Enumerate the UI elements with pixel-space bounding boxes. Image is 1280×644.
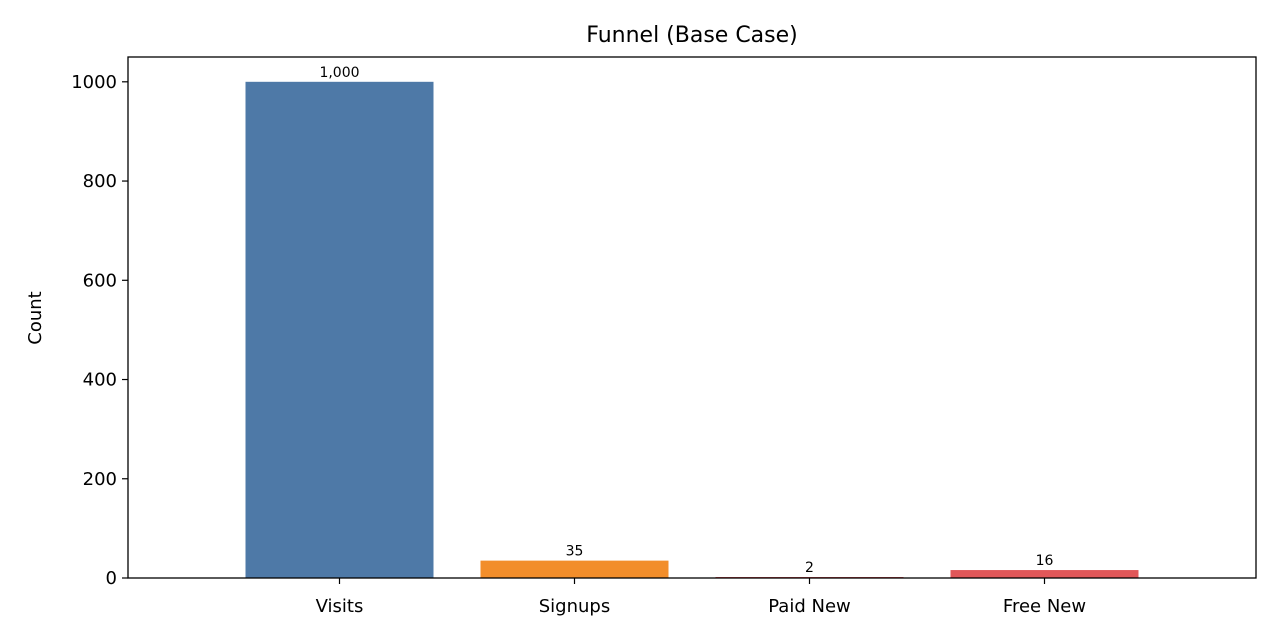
x-tick-label-signups: Signups (539, 596, 610, 617)
plot-frame (127, 56, 1257, 579)
data-label-free-new: 16 (1036, 553, 1054, 569)
data-labels-layer: 1,000 35 2 16 (319, 65, 1053, 576)
ticks-layer: Visits Signups Paid New Free New 0 200 400 600 8… (71, 72, 1086, 617)
chart-title: Funnel (Base Case) (586, 23, 798, 48)
data-label-paid-new: 2 (805, 560, 814, 576)
x-tick-label-paid-new: Paid New (768, 596, 851, 617)
bars-layer (245, 81, 1139, 579)
y-tick-label-800: 800 (83, 171, 117, 192)
x-tick-label-free-new: Free New (1003, 596, 1086, 617)
data-label-visits: 1,000 (319, 65, 359, 81)
y-tick-label-200: 200 (83, 469, 117, 490)
y-tick-label-1000: 1000 (71, 72, 117, 93)
bar-free-new (950, 570, 1139, 578)
y-tick-label-400: 400 (83, 370, 117, 391)
y-axis-label: Count (25, 291, 46, 344)
y-tick-label-0: 0 (106, 568, 117, 589)
x-tick-label-visits: Visits (316, 596, 364, 617)
y-tick-label-600: 600 (83, 270, 117, 291)
bar-visits (245, 81, 434, 579)
data-label-signups: 35 (566, 544, 584, 560)
bar-signups (480, 560, 669, 578)
